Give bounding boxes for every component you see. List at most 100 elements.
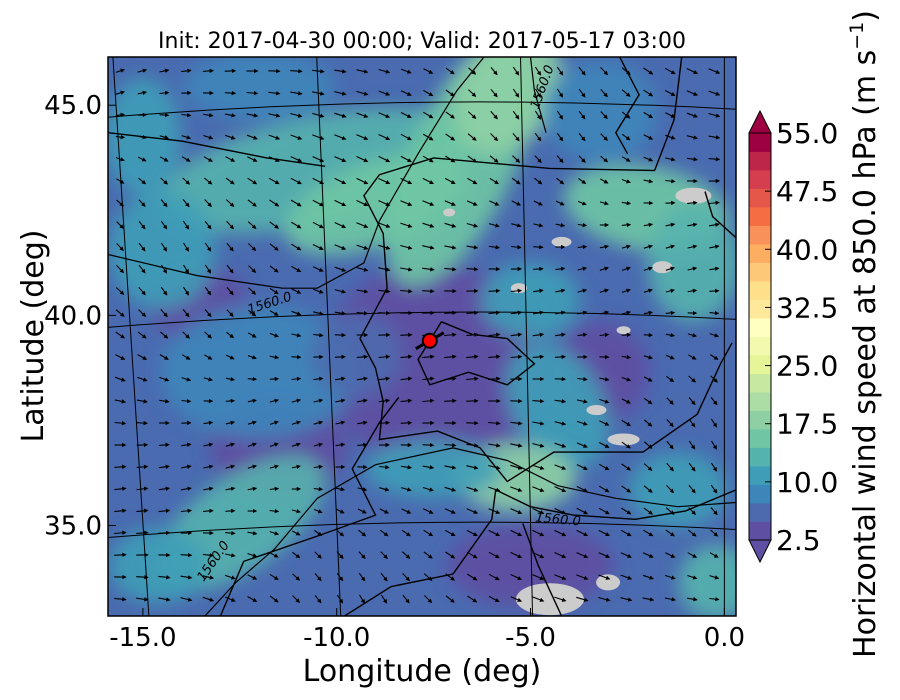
wind-arrow [226,309,234,317]
wind-arrow [247,552,258,558]
wind-arrow [400,354,413,359]
wind-arrow [114,420,127,426]
wind-arrow [224,113,236,118]
wind-arrow [488,288,501,294]
wind-arrow [290,68,303,74]
wind-arrow [642,574,654,580]
wind-arrow [115,134,126,140]
wind-arrow [598,574,611,580]
wind-arrow [708,200,720,206]
wind-arrow [532,507,545,515]
wind-arrow [334,156,347,163]
wind-arrow [468,89,477,98]
wind-arrow [512,66,520,76]
wind-arrow [379,529,389,537]
wind-arrow [334,244,347,250]
wind-arrow [400,267,413,272]
wind-arrow [444,376,457,381]
wind-arrow [422,267,435,272]
wind-arrow [180,486,192,491]
wind-arrow [532,354,545,360]
wind-arrow [160,331,169,339]
wind-arrow [335,376,346,381]
wind-arrow [512,88,520,98]
wind-arrow [248,243,257,252]
wind-arrow [599,201,609,206]
wind-arrow [445,89,455,97]
missing-data-patch [652,261,673,274]
wind-arrow [577,244,588,250]
colorbar-frame [748,132,772,541]
wind-arrow [532,332,545,337]
wind-arrow [356,289,369,294]
wind-arrow [378,420,390,426]
wind-arrow [687,529,697,537]
wind-arrow [510,508,523,515]
wind-arrow [466,222,479,228]
wind-arrow [687,222,698,227]
wind-arrow [159,399,170,404]
wind-arrow [138,309,147,318]
wind-arrow [709,266,720,272]
wind-arrow [292,551,301,559]
colorbar-tick-label: 40.0 [776,233,838,266]
wind-arrow [555,222,566,228]
longitude-gridline [520,57,534,616]
wind-arrow [556,132,564,142]
colorbar: 2.5 10.0 17.5 25.0 32.5 40.0 47.5 55.0 [748,109,838,564]
wind-arrow [137,354,148,360]
wind-arrow [621,310,631,315]
colorbar-segment [749,133,771,152]
strong-wind-region [628,452,728,528]
wind-arrow [158,530,171,536]
wind-arrow [422,376,435,381]
wind-arrow [556,88,564,98]
wind-arrow [422,486,434,492]
longitude-gridline [112,57,150,616]
wind-arrow [378,200,391,207]
wind-arrow [378,267,391,272]
wind-arrow [204,242,212,252]
wind-arrow [556,66,564,76]
strong-wind-region [647,204,736,322]
wind-arrow [290,199,302,207]
wind-arrow [600,155,609,163]
wind-arrow [291,354,302,360]
wind-arrow [577,200,587,206]
wind-arrow [225,134,236,140]
wind-arrow [378,354,391,360]
wind-arrow [599,377,610,382]
wind-arrow [356,90,369,96]
contour-line-1560 [204,447,736,616]
wind-arrow [688,507,697,516]
wind-arrow [554,486,567,492]
wind-arrow [711,440,717,450]
colorbar-segment [749,484,771,504]
wind-arrow [665,134,676,140]
wind-arrow [688,397,696,406]
wind-arrow [291,464,301,470]
wind-arrow [621,463,632,471]
wind-arrow [356,69,369,74]
wind-arrow [357,487,368,492]
colorbar-segment [749,466,771,485]
missing-data-patch [551,236,572,247]
wind-arrow [466,551,478,559]
wind-arrow [400,376,413,381]
wind-arrow [203,377,213,382]
wind-arrow [577,288,588,293]
wind-arrow [378,112,391,118]
wind-arrow [599,332,610,338]
wind-arrow [445,155,456,163]
wind-arrow [313,376,324,382]
wind-arrow [115,112,125,118]
wind-arrow [180,508,192,514]
wind-arrow [466,200,478,206]
wind-arrow [356,244,369,250]
wind-arrow [180,597,193,602]
wind-arrow [710,507,718,516]
wind-arrow [466,465,479,470]
wind-arrow [642,552,654,558]
wind-arrow [378,177,391,185]
wind-arrow [269,508,280,514]
